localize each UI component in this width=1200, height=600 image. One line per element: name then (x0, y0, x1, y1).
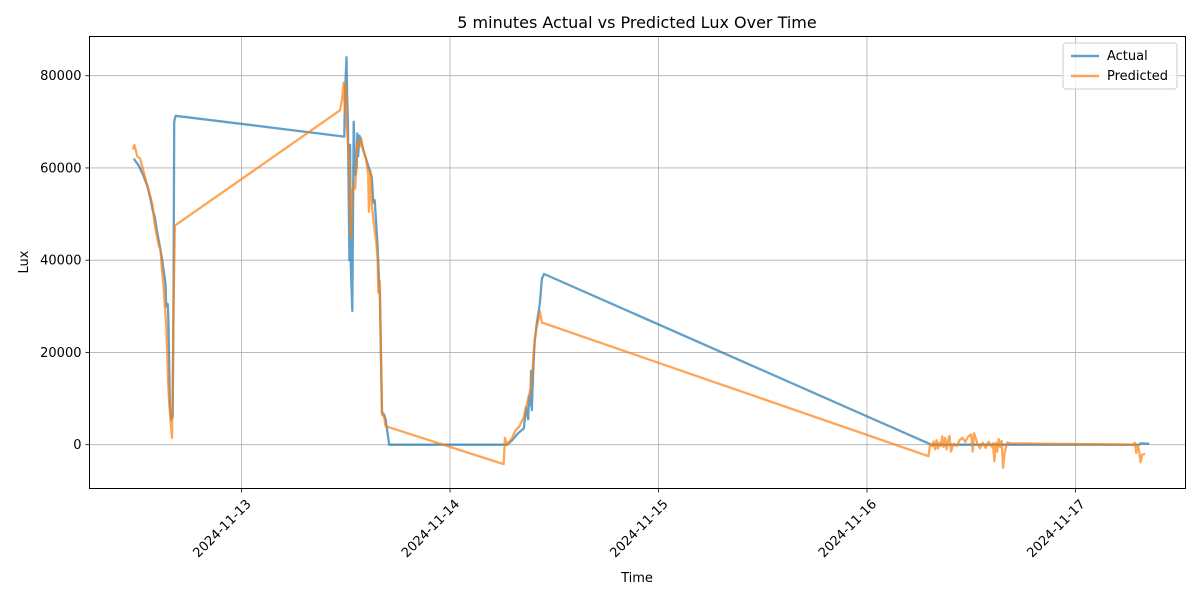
x-axis-label: Time (620, 571, 653, 586)
series-lines (131, 56, 1150, 469)
legend-box (1062, 42, 1178, 90)
legend: Actual Predicted (1062, 42, 1178, 90)
legend-label-predicted: Predicted (1107, 69, 1168, 84)
y-axis-label: Lux (17, 250, 32, 273)
y-tick-label: 80000 (40, 69, 81, 84)
y-tick-label: 40000 (40, 254, 81, 269)
y-tick-label: 60000 (40, 161, 81, 176)
series-line-predicted (131, 81, 1146, 469)
plot-frame (89, 36, 1186, 489)
chart-title: 5 minutes Actual vs Predicted Lux Over T… (457, 13, 816, 32)
legend-label-actual: Actual (1107, 49, 1148, 64)
y-tick-label: 0 (73, 438, 81, 453)
y-tick-label: 20000 (40, 346, 81, 361)
y-axis-ticks: 0 20000 40000 60000 80000 (40, 69, 90, 453)
series-line-actual (132, 56, 1150, 446)
